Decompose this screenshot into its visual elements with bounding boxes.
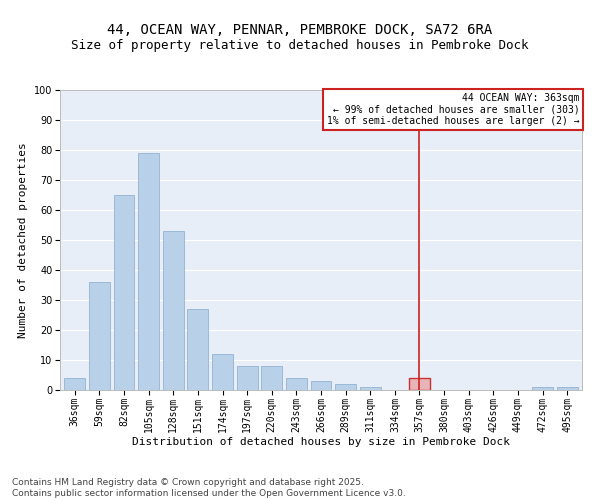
X-axis label: Distribution of detached houses by size in Pembroke Dock: Distribution of detached houses by size … <box>132 437 510 447</box>
Text: Size of property relative to detached houses in Pembroke Dock: Size of property relative to detached ho… <box>71 39 529 52</box>
Bar <box>360 387 381 390</box>
Bar <box>311 381 331 390</box>
Y-axis label: Number of detached properties: Number of detached properties <box>19 142 28 338</box>
Bar <box>64 378 85 390</box>
Text: 44 OCEAN WAY: 363sqm
← 99% of detached houses are smaller (303)
1% of semi-detac: 44 OCEAN WAY: 363sqm ← 99% of detached h… <box>327 93 580 126</box>
Text: 44, OCEAN WAY, PENNAR, PEMBROKE DOCK, SA72 6RA: 44, OCEAN WAY, PENNAR, PEMBROKE DOCK, SA… <box>107 22 493 36</box>
Bar <box>187 309 208 390</box>
Text: Contains HM Land Registry data © Crown copyright and database right 2025.
Contai: Contains HM Land Registry data © Crown c… <box>12 478 406 498</box>
Bar <box>261 366 282 390</box>
Bar <box>89 282 110 390</box>
Bar <box>236 366 257 390</box>
Bar <box>286 378 307 390</box>
Bar <box>113 195 134 390</box>
Bar <box>335 384 356 390</box>
Bar <box>532 387 553 390</box>
Bar <box>163 231 184 390</box>
Bar <box>138 153 159 390</box>
Bar <box>409 378 430 390</box>
Bar <box>212 354 233 390</box>
Bar <box>557 387 578 390</box>
